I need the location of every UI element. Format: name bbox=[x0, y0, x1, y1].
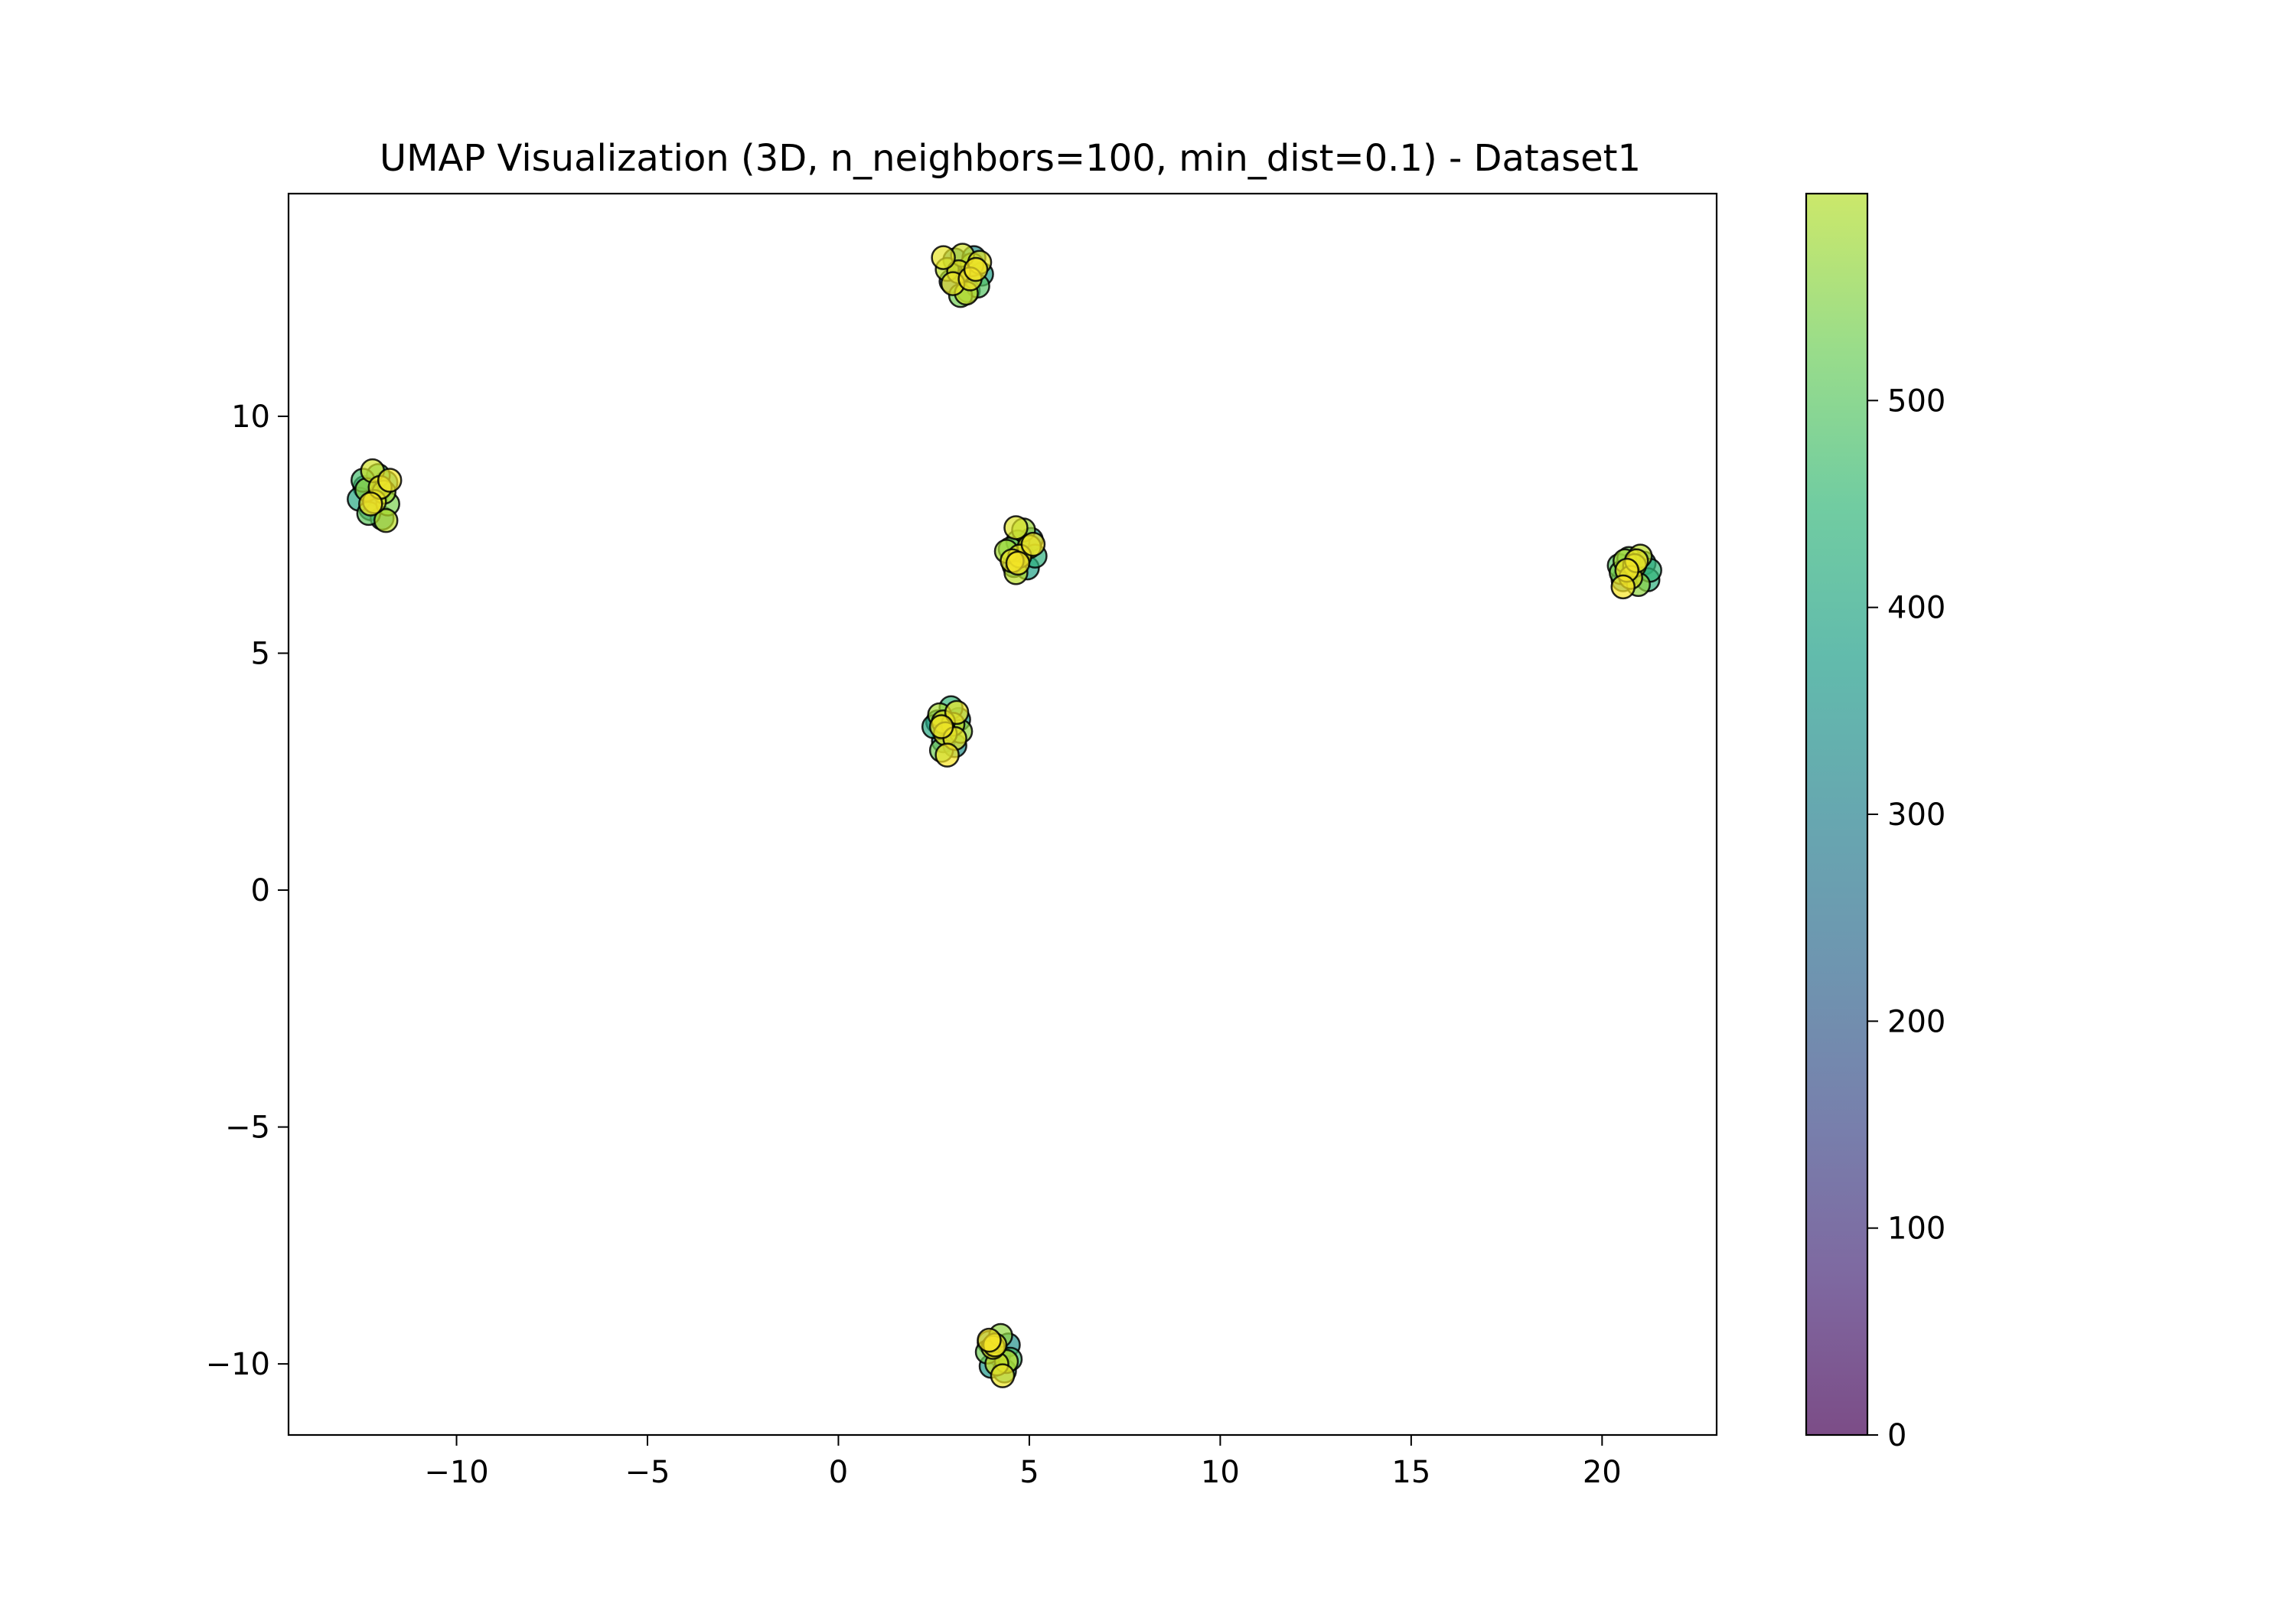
scatter-point bbox=[934, 742, 960, 768]
scatter-point bbox=[990, 1363, 1016, 1388]
scatter-point bbox=[928, 714, 954, 739]
scatter-point bbox=[1020, 531, 1046, 557]
y-tick-label: −5 bbox=[225, 1110, 270, 1146]
scatter-point bbox=[358, 491, 383, 517]
scatter-points bbox=[347, 243, 1662, 1388]
y-tick-label: 5 bbox=[251, 637, 270, 672]
colorbar bbox=[1805, 192, 1869, 1437]
plot-frame bbox=[287, 192, 1718, 1437]
scatter-point bbox=[963, 256, 989, 282]
x-tick-label: 20 bbox=[1583, 1455, 1622, 1490]
x-tick-label: 15 bbox=[1391, 1455, 1430, 1490]
x-tick-label: 0 bbox=[829, 1455, 848, 1490]
x-tick-label: −5 bbox=[625, 1455, 670, 1490]
colorbar-tick-label: 100 bbox=[1887, 1212, 1945, 1247]
scatter-point bbox=[944, 700, 970, 726]
scatter-point bbox=[1610, 574, 1636, 600]
scatter-point bbox=[977, 1327, 1002, 1353]
colorbar-tick-label: 0 bbox=[1887, 1418, 1906, 1453]
colorbar-ticks: 0 100 200 300 400 500 bbox=[1867, 383, 1945, 1453]
y-tick-label: −10 bbox=[206, 1347, 270, 1382]
y-tick-label: 10 bbox=[231, 399, 270, 435]
colorbar-tick-label: 500 bbox=[1887, 383, 1945, 419]
scatter-point bbox=[1005, 550, 1031, 576]
x-tick-label: −10 bbox=[424, 1455, 488, 1490]
scatter-point bbox=[373, 507, 399, 533]
y-axis-ticks: −10 −5 0 5 10 bbox=[206, 399, 289, 1382]
colorbar-tick-label: 300 bbox=[1887, 797, 1945, 833]
scatter-point bbox=[377, 468, 403, 493]
chart-title: UMAP Visualization (3D, n_neighbors=100,… bbox=[380, 137, 1641, 180]
y-tick-label: 0 bbox=[251, 873, 270, 908]
x-axis-ticks: −10 −5 0 5 10 15 20 bbox=[424, 1435, 1622, 1490]
x-tick-label: 10 bbox=[1201, 1455, 1240, 1490]
scatter-point bbox=[931, 245, 956, 270]
x-tick-label: 5 bbox=[1019, 1455, 1039, 1490]
colorbar-tick-label: 400 bbox=[1887, 591, 1945, 626]
scatter-point bbox=[1003, 515, 1029, 540]
colorbar-tick-label: 200 bbox=[1887, 1004, 1945, 1039]
